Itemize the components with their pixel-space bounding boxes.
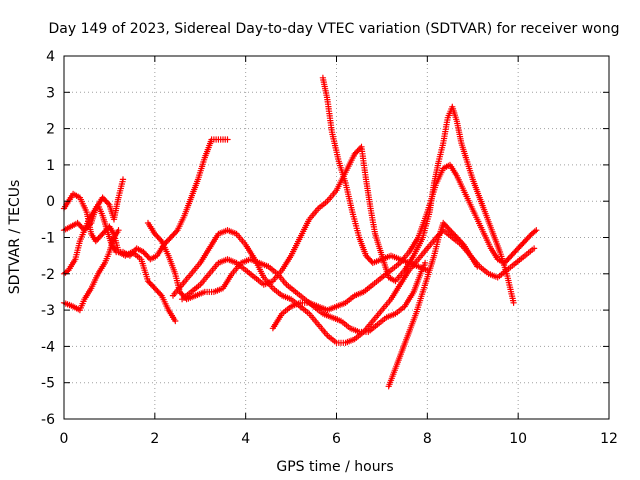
x-tick-label: 10	[509, 431, 527, 447]
series-track-h	[269, 161, 540, 332]
chart-title: Day 149 of 2023, Sidereal Day-to-day VTE…	[49, 21, 620, 37]
y-tick-label: 0	[46, 194, 55, 210]
grid-lines	[64, 56, 609, 419]
y-tick-label: -5	[41, 376, 55, 392]
x-tick-label: 2	[150, 431, 159, 447]
x-axis-label: GPS time / hours	[276, 459, 393, 475]
y-axis-label: SDTVAR / TECUs	[7, 180, 23, 295]
y-tick-label: -6	[41, 412, 55, 428]
y-tick-label: -4	[41, 339, 55, 355]
x-tick-label: 12	[600, 431, 618, 447]
x-axis: 0 2 4 6 8 10 12	[60, 56, 618, 447]
x-tick-label: 0	[60, 431, 69, 447]
y-tick-label: 2	[46, 122, 55, 138]
y-tick-label: -1	[41, 231, 55, 247]
y-axis: -6 -5 -4 -3 -2 -1 0 1 2 3 4	[41, 49, 609, 428]
series-track-i	[319, 74, 431, 274]
x-tick-label: 6	[332, 431, 341, 447]
series-track-j	[385, 219, 481, 390]
x-tick-label: 4	[241, 431, 250, 447]
y-tick-label: 4	[46, 49, 55, 65]
y-tick-label: -3	[41, 303, 55, 319]
y-tick-label: -2	[41, 267, 55, 283]
x-tick-label: 8	[423, 431, 432, 447]
series-track-f	[169, 227, 538, 346]
y-tick-label: 1	[46, 158, 55, 174]
y-tick-label: 3	[46, 85, 55, 101]
series-track-g	[178, 103, 517, 306]
